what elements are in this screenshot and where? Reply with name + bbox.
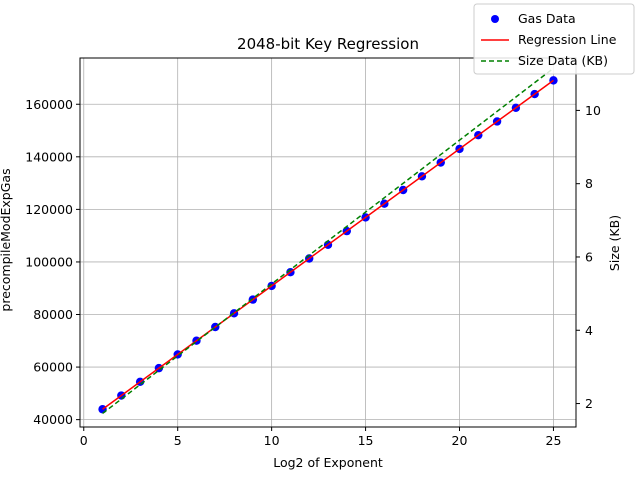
y-axis-right: 2 4 6 8 10 [576, 103, 601, 411]
y-tick-label: 160000 [25, 97, 73, 112]
legend-frame [473, 3, 635, 75]
legend-label-regression-line: Regression Line [518, 32, 617, 47]
x-tick-label: 15 [358, 433, 374, 448]
y-tick-label: 140000 [25, 149, 73, 164]
y-axis-left: 40000 60000 80000 100000 120000 140000 160000 [25, 97, 80, 427]
y-tick-label: 120000 [25, 202, 73, 217]
chart-title: 2048-bit Key Regression [237, 35, 419, 53]
y2-tick-label: 8 [585, 176, 593, 191]
y-tick-label: 40000 [33, 412, 73, 427]
regression-line [102, 79, 554, 410]
y-axis-label: precompileModExpGas [0, 168, 13, 311]
y-tick-label: 100000 [25, 254, 73, 269]
y2-tick-label: 2 [585, 396, 593, 411]
x-tick-label: 25 [546, 433, 562, 448]
legend-label-gas-data: Gas Data [518, 11, 576, 26]
y-tick-label: 80000 [33, 307, 73, 322]
legend-label-size-data: Size Data (KB) [518, 53, 608, 68]
x-axis-label: Log2 of Exponent [273, 455, 383, 470]
x-tick-label: 5 [174, 433, 182, 448]
legend: Gas Data Regression Line Size Data (KB) [473, 3, 635, 75]
x-tick-label: 20 [452, 433, 468, 448]
x-tick-label: 10 [264, 433, 280, 448]
y2-tick-label: 10 [585, 103, 601, 118]
legend-marker-gas-data [491, 15, 499, 23]
size-data-line [102, 67, 554, 415]
y2-tick-label: 6 [585, 249, 593, 264]
x-tick-label: 0 [80, 433, 88, 448]
plot-area [79, 57, 577, 428]
y2-tick-label: 4 [585, 323, 593, 338]
y-tick-label: 60000 [33, 360, 73, 375]
x-axis: 0 5 10 15 20 25 [80, 427, 562, 448]
series-layer [98, 67, 558, 415]
y2-axis-label: Size (KB) [607, 215, 622, 271]
grid [80, 58, 576, 427]
